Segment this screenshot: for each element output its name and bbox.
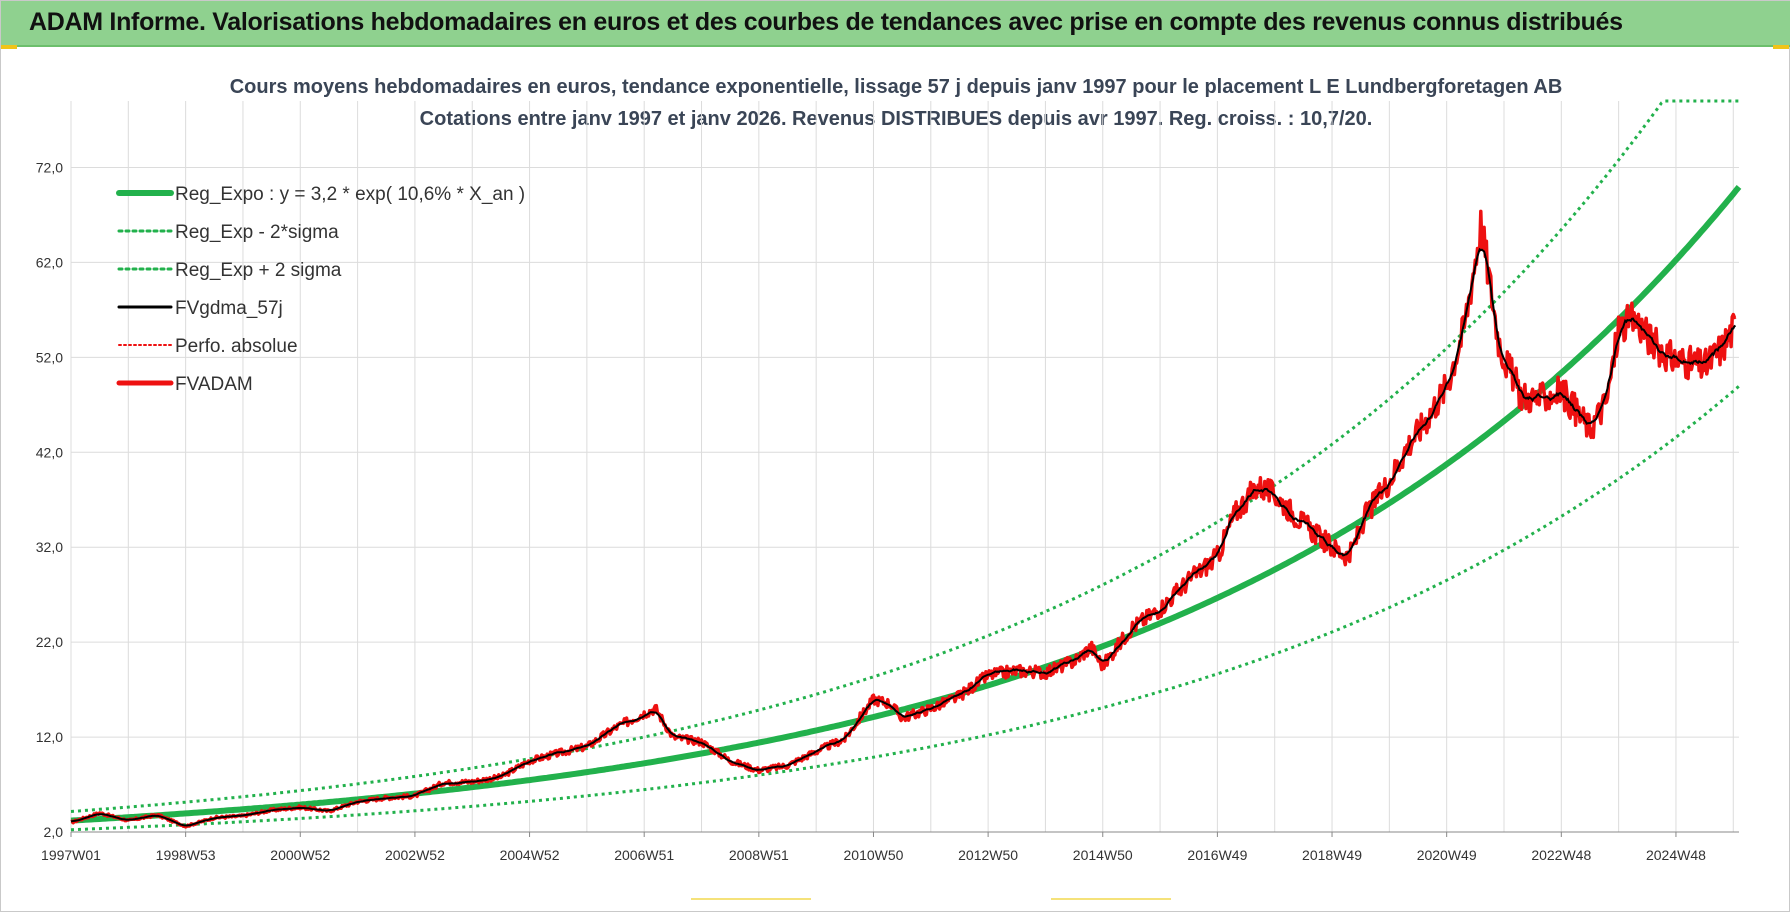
x-tick-label: 2006W51 — [614, 847, 674, 863]
y-tick-label: 42,0 — [36, 444, 63, 460]
x-tick-label: 1998W53 — [156, 847, 216, 863]
chart-title: Cours moyens hebdomadaires en euros, ten… — [230, 76, 1563, 98]
x-tick-label: 2014W50 — [1073, 847, 1133, 863]
legend-label: FVgdma_57j — [175, 298, 283, 319]
series-trend — [70, 184, 1742, 824]
legend-label: Reg_Expo : y = 3,2 * exp( 10,6% * X_an ) — [175, 184, 525, 205]
x-tick-label: 2010W50 — [844, 847, 904, 863]
y-tick-label: 52,0 — [36, 349, 63, 365]
legend: Reg_Expo : y = 3,2 * exp( 10,6% * X_an )… — [116, 184, 525, 395]
legend-label: Perfo. absolue — [175, 336, 298, 357]
y-tick-label: 72,0 — [36, 159, 63, 175]
report-header: ADAM Informe. Valorisations hebdomadaire… — [1, 1, 1790, 47]
x-tick-label: 2004W52 — [500, 847, 560, 863]
axis-layer: 2,0 12,0 22,0 32,0 42,0 52,0 62,0 72,0 1997W01 19… — [36, 159, 1739, 863]
corner-mark-bottom-left — [691, 898, 811, 900]
y-tick-label: 62,0 — [36, 254, 63, 270]
x-tick-label: 2018W49 — [1302, 847, 1362, 863]
x-tick-label: 2016W49 — [1187, 847, 1247, 863]
x-tick-label: 2024W48 — [1646, 847, 1706, 863]
corner-mark-top-left — [1, 45, 17, 49]
report-title: ADAM Informe. Valorisations hebdomadaire… — [29, 8, 1623, 36]
x-tick-label: 1997W01 — [41, 847, 101, 863]
x-tick-label: 2022W48 — [1531, 847, 1591, 863]
y-tick-label: 2,0 — [44, 824, 64, 840]
legend-label: FVADAM — [175, 374, 253, 395]
chart-subtitle: Cotations entre janv 1997 et janv 2026. … — [420, 108, 1373, 130]
series-upper-band — [70, 99, 1739, 813]
x-tick-label: 2000W52 — [270, 847, 330, 863]
y-tick-label: 32,0 — [36, 539, 63, 555]
series-fvadam — [70, 209, 1737, 829]
series-layer — [70, 99, 1742, 832]
y-tick-label: 22,0 — [36, 634, 63, 650]
grid — [70, 101, 1739, 833]
x-tick-label: 2012W50 — [958, 847, 1018, 863]
x-tick-label: 2020W49 — [1417, 847, 1477, 863]
corner-mark-bottom-right — [1051, 898, 1171, 900]
legend-label: Reg_Exp - 2*sigma — [175, 222, 339, 243]
series-fvgdma — [70, 247, 1737, 827]
legend-label: Reg_Exp + 2 sigma — [175, 260, 342, 281]
x-tick-label: 2008W51 — [729, 847, 789, 863]
y-tick-label: 12,0 — [36, 729, 63, 745]
corner-mark-top-right — [1773, 45, 1789, 49]
x-tick-label: 2002W52 — [385, 847, 445, 863]
